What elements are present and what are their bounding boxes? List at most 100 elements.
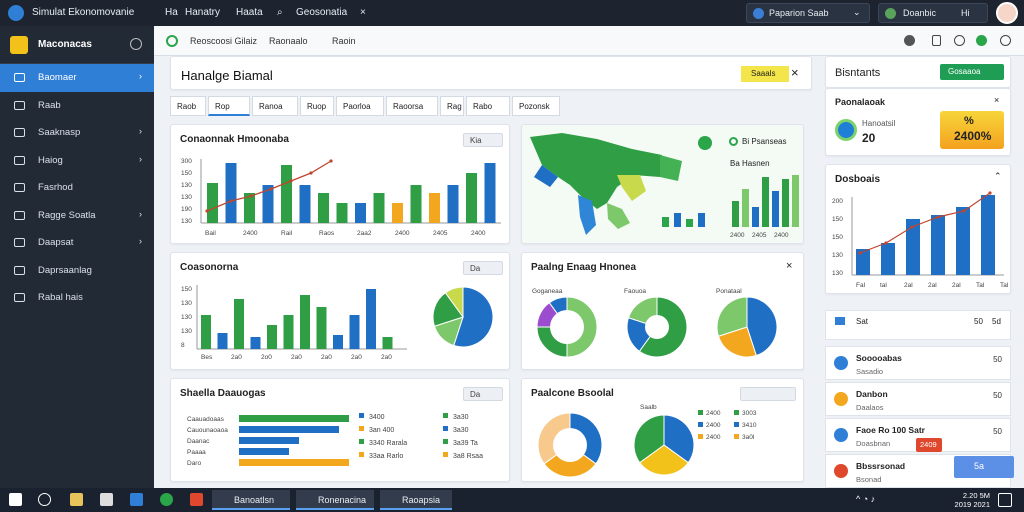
close-icon[interactable]: × bbox=[791, 65, 799, 80]
user-pill[interactable]: Paparion Saab ⌄ bbox=[746, 3, 870, 23]
chevron-up-icon[interactable]: ⌃ bbox=[994, 171, 1002, 181]
taskbar-app-2[interactable]: Raoapsia bbox=[380, 490, 452, 510]
tab-8[interactable]: Pozonsk bbox=[512, 96, 560, 116]
sidebar-item-1[interactable]: Raab bbox=[0, 92, 154, 120]
bar bbox=[698, 213, 705, 227]
donut-hole bbox=[550, 310, 584, 344]
sidebar-item-8[interactable]: Rabal hais bbox=[0, 284, 154, 312]
right-action-button[interactable]: Gosaaoa bbox=[940, 64, 1004, 80]
hbar bbox=[239, 437, 299, 444]
bar bbox=[410, 185, 422, 223]
list-item[interactable]: Danbon Daalaos 50 bbox=[825, 382, 1011, 416]
sidebar-item-2[interactable]: Saaknasp › bbox=[0, 119, 154, 147]
browser-icon[interactable] bbox=[160, 493, 173, 506]
close-icon[interactable]: × bbox=[994, 95, 1000, 105]
tray-icons[interactable]: ^ ◔ ♪ bbox=[856, 494, 876, 504]
highlight-button[interactable]: Saaals bbox=[741, 66, 789, 82]
x-tick-label: 2400 bbox=[395, 230, 410, 237]
sidebar-item-7[interactable]: Daprsaanlag bbox=[0, 257, 154, 285]
map-continent bbox=[607, 203, 630, 229]
refresh-icon[interactable] bbox=[166, 35, 178, 47]
notification-icon[interactable] bbox=[998, 493, 1012, 507]
card-button[interactable]: Kia bbox=[463, 133, 503, 147]
line-point bbox=[884, 241, 888, 245]
x-tick-label: Bes bbox=[201, 354, 213, 361]
tab-6[interactable]: Rag bbox=[440, 96, 464, 116]
legend-value: 3410 bbox=[742, 422, 757, 429]
y-tick-label: 8 bbox=[181, 342, 185, 349]
legend-2: Ba Hasnen bbox=[730, 159, 770, 168]
search-icon[interactable] bbox=[38, 493, 51, 506]
x-tick-label: Rail bbox=[281, 230, 293, 237]
tab-7[interactable]: Rabo bbox=[466, 96, 510, 116]
bar bbox=[366, 289, 376, 349]
sidebar-item-6[interactable]: Daapsat › bbox=[0, 229, 154, 257]
menu-item-ha[interactable]: Ha bbox=[165, 7, 178, 18]
chat-icon[interactable] bbox=[954, 35, 965, 46]
kpi-sub: Hanoatsil bbox=[862, 119, 896, 128]
sidebar-item-3[interactable]: Haiog › bbox=[0, 147, 154, 175]
toolbar-item-2[interactable]: Raoin bbox=[332, 36, 356, 46]
pie-slice bbox=[717, 326, 757, 358]
tab-5[interactable]: Raoorsa bbox=[386, 96, 438, 116]
search-icon[interactable]: ⌕ bbox=[277, 7, 283, 18]
user-pill-label: Paparion Saab bbox=[769, 8, 829, 18]
list-header-label: Sat bbox=[856, 317, 869, 326]
bar bbox=[772, 191, 779, 227]
x-tick-label: 2al bbox=[928, 282, 937, 289]
toolbar-item-1[interactable]: Raonaalo bbox=[269, 36, 308, 46]
lock-icon[interactable] bbox=[932, 35, 941, 46]
search-label[interactable]: Geosonatia bbox=[296, 7, 348, 18]
legend-value: 3a39 Ta bbox=[453, 440, 478, 447]
card-button[interactable] bbox=[740, 387, 796, 401]
store-icon[interactable] bbox=[130, 493, 143, 506]
hbar-chart: Caauadoaas Cauounaoaoa Daanac Paaaa Daro 3400… bbox=[187, 413, 483, 467]
sidebar-item-4[interactable]: Fasrhod bbox=[0, 174, 154, 202]
card-button[interactable]: Da bbox=[463, 387, 503, 401]
close-icon[interactable]: × bbox=[786, 260, 793, 272]
taskbar-app-0[interactable]: Banoatlsn bbox=[212, 490, 290, 510]
account-pill[interactable]: Doanbic Hi bbox=[878, 3, 988, 23]
sidebar-collapse-icon[interactable] bbox=[130, 38, 142, 50]
tab-0[interactable]: Raob bbox=[170, 96, 206, 116]
status-icon[interactable] bbox=[976, 35, 987, 46]
account-ext: Hi bbox=[961, 8, 970, 18]
box-icon bbox=[14, 238, 25, 247]
sidebar-item-label: Baomaer bbox=[38, 72, 77, 83]
legend-icon bbox=[835, 317, 845, 325]
menu-item-hanatry[interactable]: Hanatry bbox=[185, 7, 221, 18]
pie-label: Ponataal bbox=[716, 288, 742, 295]
bar bbox=[217, 333, 228, 349]
tab-4[interactable]: Paorloa bbox=[336, 96, 384, 116]
menu-item-haata[interactable]: Haata bbox=[236, 7, 263, 18]
record-icon[interactable] bbox=[190, 493, 203, 506]
red-chip[interactable]: 2409 bbox=[916, 438, 942, 452]
settings-icon[interactable] bbox=[1000, 35, 1011, 46]
folder-icon[interactable] bbox=[70, 493, 83, 506]
tab-3[interactable]: Ruop bbox=[300, 96, 334, 116]
donut-hole bbox=[645, 315, 669, 339]
tag-icon bbox=[14, 210, 25, 220]
start-icon[interactable] bbox=[9, 493, 22, 506]
bar bbox=[931, 215, 945, 275]
taskbar-app-1[interactable]: Ronenacina bbox=[296, 490, 374, 510]
line-point bbox=[205, 209, 209, 213]
close-icon[interactable]: × bbox=[360, 7, 366, 18]
line-point bbox=[229, 199, 233, 203]
card-button[interactable]: Da bbox=[463, 261, 503, 275]
notification-icon[interactable] bbox=[904, 35, 915, 46]
blue-chip[interactable]: 5a bbox=[954, 456, 1014, 478]
taskview-icon[interactable] bbox=[100, 493, 113, 506]
avatar[interactable] bbox=[996, 2, 1018, 24]
list-item[interactable]: Faoe Ro 100 Satr Doasbnan 50 bbox=[825, 418, 1011, 452]
right-header: Bisntants Gosaaoa bbox=[825, 56, 1011, 88]
toolbar-item-0[interactable]: Reoscoosi Gilaiz bbox=[190, 36, 258, 46]
line-point bbox=[289, 179, 293, 183]
list-item[interactable]: Sooooabas Sasadio 50 bbox=[825, 346, 1011, 380]
list-item-name: Bbssrsonad bbox=[856, 461, 906, 471]
sidebar-item-0[interactable]: Baomaer › bbox=[0, 64, 154, 92]
sidebar-item-5[interactable]: Ragge Soatla › bbox=[0, 202, 154, 230]
tab-2[interactable]: Ranoa bbox=[252, 96, 298, 116]
tab-1[interactable]: Rop bbox=[208, 96, 250, 116]
bar bbox=[299, 185, 311, 223]
